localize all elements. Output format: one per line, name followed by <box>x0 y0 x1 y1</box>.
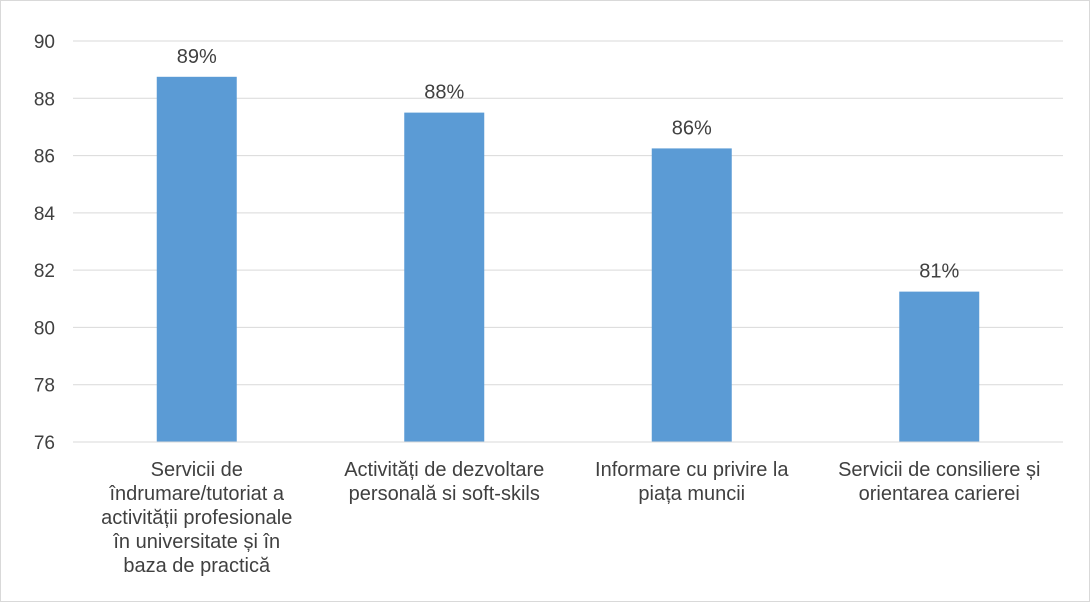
category-label-line: baza de practică <box>123 555 271 577</box>
category-label-line: personală si soft-skils <box>349 483 540 505</box>
data-labels: 89% 88% 86% 81% <box>177 46 960 283</box>
category-label-line: orientarea carierei <box>859 483 1020 505</box>
y-tick-label: 90 <box>34 32 55 53</box>
category-label-line: în universitate și în <box>112 531 280 553</box>
y-axis-tick-labels: 76 78 80 82 84 86 88 90 <box>34 32 56 454</box>
y-tick-label: 78 <box>34 376 55 397</box>
y-tick-label: 82 <box>34 261 55 282</box>
bars <box>156 76 980 443</box>
data-label: 88% <box>424 82 464 104</box>
bar <box>404 112 485 442</box>
category-label-line: îndrumare/tutoriat a <box>108 483 284 505</box>
gridlines <box>73 40 1063 386</box>
bar <box>899 291 980 442</box>
y-tick-label: 86 <box>34 147 55 168</box>
category-label-line: piața muncii <box>638 483 745 505</box>
category-label-line: Servicii de <box>151 459 243 481</box>
category-label-line: Servicii de consiliere și <box>838 459 1040 481</box>
y-tick-label: 76 <box>34 433 55 454</box>
y-tick-label: 80 <box>34 318 55 339</box>
data-label: 86% <box>672 117 712 139</box>
data-label: 81% <box>919 261 959 283</box>
category-label-line: Activități de dezvoltare <box>344 459 544 481</box>
data-label: 89% <box>177 46 217 68</box>
y-tick-label: 88 <box>34 89 55 110</box>
category-label-line: Informare cu privire la <box>595 459 789 481</box>
bar <box>651 148 732 443</box>
bar <box>156 76 237 442</box>
category-label-line: activității profesionale <box>101 507 292 529</box>
y-tick-label: 84 <box>34 204 56 225</box>
